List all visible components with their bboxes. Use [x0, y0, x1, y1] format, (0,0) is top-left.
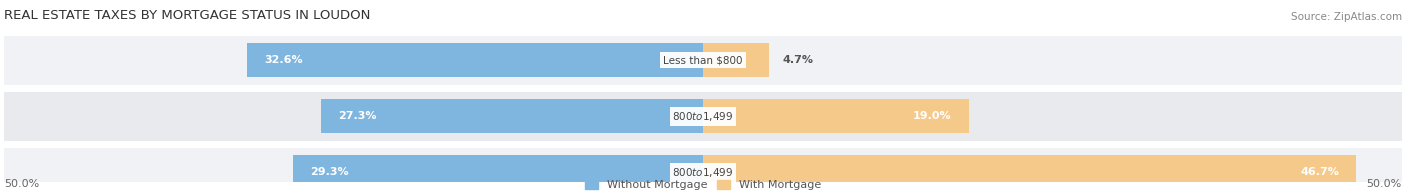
- Text: 29.3%: 29.3%: [311, 167, 349, 177]
- Text: 19.0%: 19.0%: [912, 111, 952, 121]
- Text: Source: ZipAtlas.com: Source: ZipAtlas.com: [1291, 12, 1402, 22]
- Text: 50.0%: 50.0%: [4, 180, 39, 190]
- Text: $800 to $1,499: $800 to $1,499: [672, 110, 734, 123]
- Text: 4.7%: 4.7%: [783, 55, 814, 65]
- Text: 27.3%: 27.3%: [339, 111, 377, 121]
- Bar: [703, 99, 969, 133]
- Text: 46.7%: 46.7%: [1301, 167, 1339, 177]
- Bar: [4, 92, 1402, 141]
- Text: 50.0%: 50.0%: [1367, 180, 1402, 190]
- Bar: [247, 43, 703, 77]
- Bar: [703, 43, 769, 77]
- Text: REAL ESTATE TAXES BY MORTGAGE STATUS IN LOUDON: REAL ESTATE TAXES BY MORTGAGE STATUS IN …: [4, 9, 371, 22]
- Bar: [294, 155, 703, 189]
- Bar: [4, 148, 1402, 196]
- Bar: [703, 155, 1355, 189]
- Bar: [4, 35, 1402, 85]
- Text: Less than $800: Less than $800: [664, 55, 742, 65]
- Text: 32.6%: 32.6%: [264, 55, 302, 65]
- Text: $800 to $1,499: $800 to $1,499: [672, 166, 734, 179]
- Bar: [322, 99, 703, 133]
- Legend: Without Mortgage, With Mortgage: Without Mortgage, With Mortgage: [581, 175, 825, 195]
